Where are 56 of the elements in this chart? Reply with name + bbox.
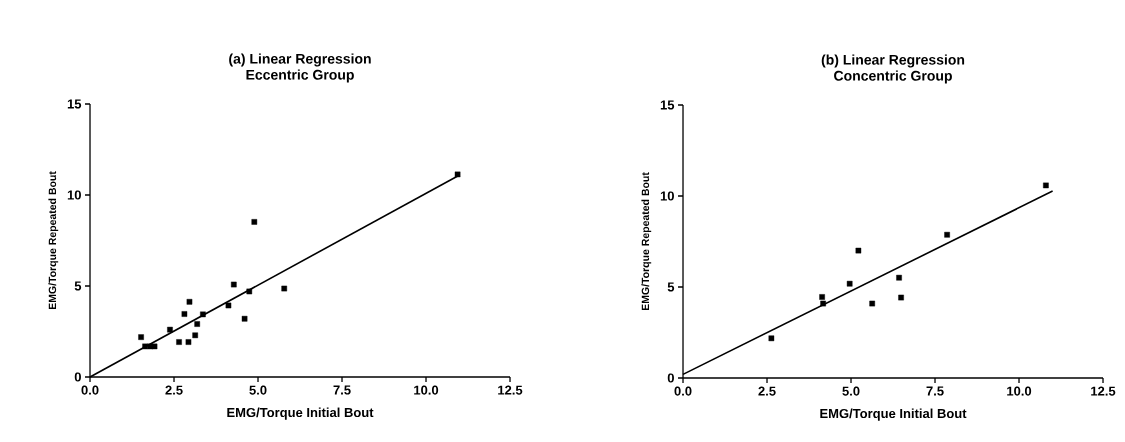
point xyxy=(1043,182,1049,189)
point xyxy=(185,339,192,345)
point xyxy=(855,247,862,254)
x-tick-label: 12.5 xyxy=(1091,386,1116,396)
x-tick-label: 0.0 xyxy=(81,385,99,395)
point xyxy=(768,335,775,342)
x-axis-title: EMG/Torque Initial Bout xyxy=(227,407,374,420)
point xyxy=(231,281,237,288)
chart-subtitle: Eccentric Group xyxy=(246,69,354,83)
x-tick-label: 0.0 xyxy=(674,386,692,396)
point xyxy=(225,302,232,309)
point xyxy=(869,300,875,307)
chart-subtitle: Concentric Group xyxy=(834,70,952,84)
y-tick-label: 0 xyxy=(667,373,674,383)
x-tick-label: 5.0 xyxy=(842,386,860,396)
point xyxy=(944,231,950,238)
point xyxy=(241,315,248,322)
point xyxy=(246,288,253,295)
y-tick-label: 5 xyxy=(667,282,675,292)
point xyxy=(192,332,198,339)
point xyxy=(194,321,200,327)
x-tick-label: 12.5 xyxy=(498,385,523,395)
point xyxy=(819,294,825,300)
point xyxy=(167,326,173,333)
point xyxy=(454,171,461,178)
point xyxy=(200,311,206,318)
point xyxy=(251,219,258,225)
point xyxy=(281,285,288,292)
y-tick-label: 0 xyxy=(74,372,81,382)
x-tick-label: 7.5 xyxy=(333,385,351,395)
point xyxy=(898,294,904,301)
x-tick-label: 2.5 xyxy=(758,386,776,396)
chart-title: (a) Linear Regression xyxy=(229,53,371,67)
point xyxy=(181,311,188,317)
chart-title: (b) Linear Regression xyxy=(821,54,965,68)
x-tick-label: 7.5 xyxy=(926,386,944,396)
y-tick-label: 5 xyxy=(74,281,82,291)
x-tick-label: 10.0 xyxy=(414,385,439,395)
point xyxy=(138,334,144,340)
y-tick-label: 10 xyxy=(67,190,81,200)
point xyxy=(142,343,148,350)
y-tick-label: 10 xyxy=(660,191,674,201)
x-tick-label: 5.0 xyxy=(249,385,267,395)
point xyxy=(846,280,853,287)
x-tick-label: 10.0 xyxy=(1007,386,1032,396)
y-axis-title: EMG/Torque Repeated Bout xyxy=(48,171,59,310)
x-tick-label: 2.5 xyxy=(165,385,183,395)
point xyxy=(896,274,902,281)
y-tick-label: 15 xyxy=(67,99,82,109)
y-axis-title: EMG/Torque Repeated Bout xyxy=(641,172,652,311)
x-axis-title: EMG/Torque Initial Bout xyxy=(820,408,967,421)
y-tick-label: 15 xyxy=(660,100,675,110)
point xyxy=(151,343,158,350)
point xyxy=(186,299,193,305)
point xyxy=(176,339,182,345)
point xyxy=(820,300,826,307)
